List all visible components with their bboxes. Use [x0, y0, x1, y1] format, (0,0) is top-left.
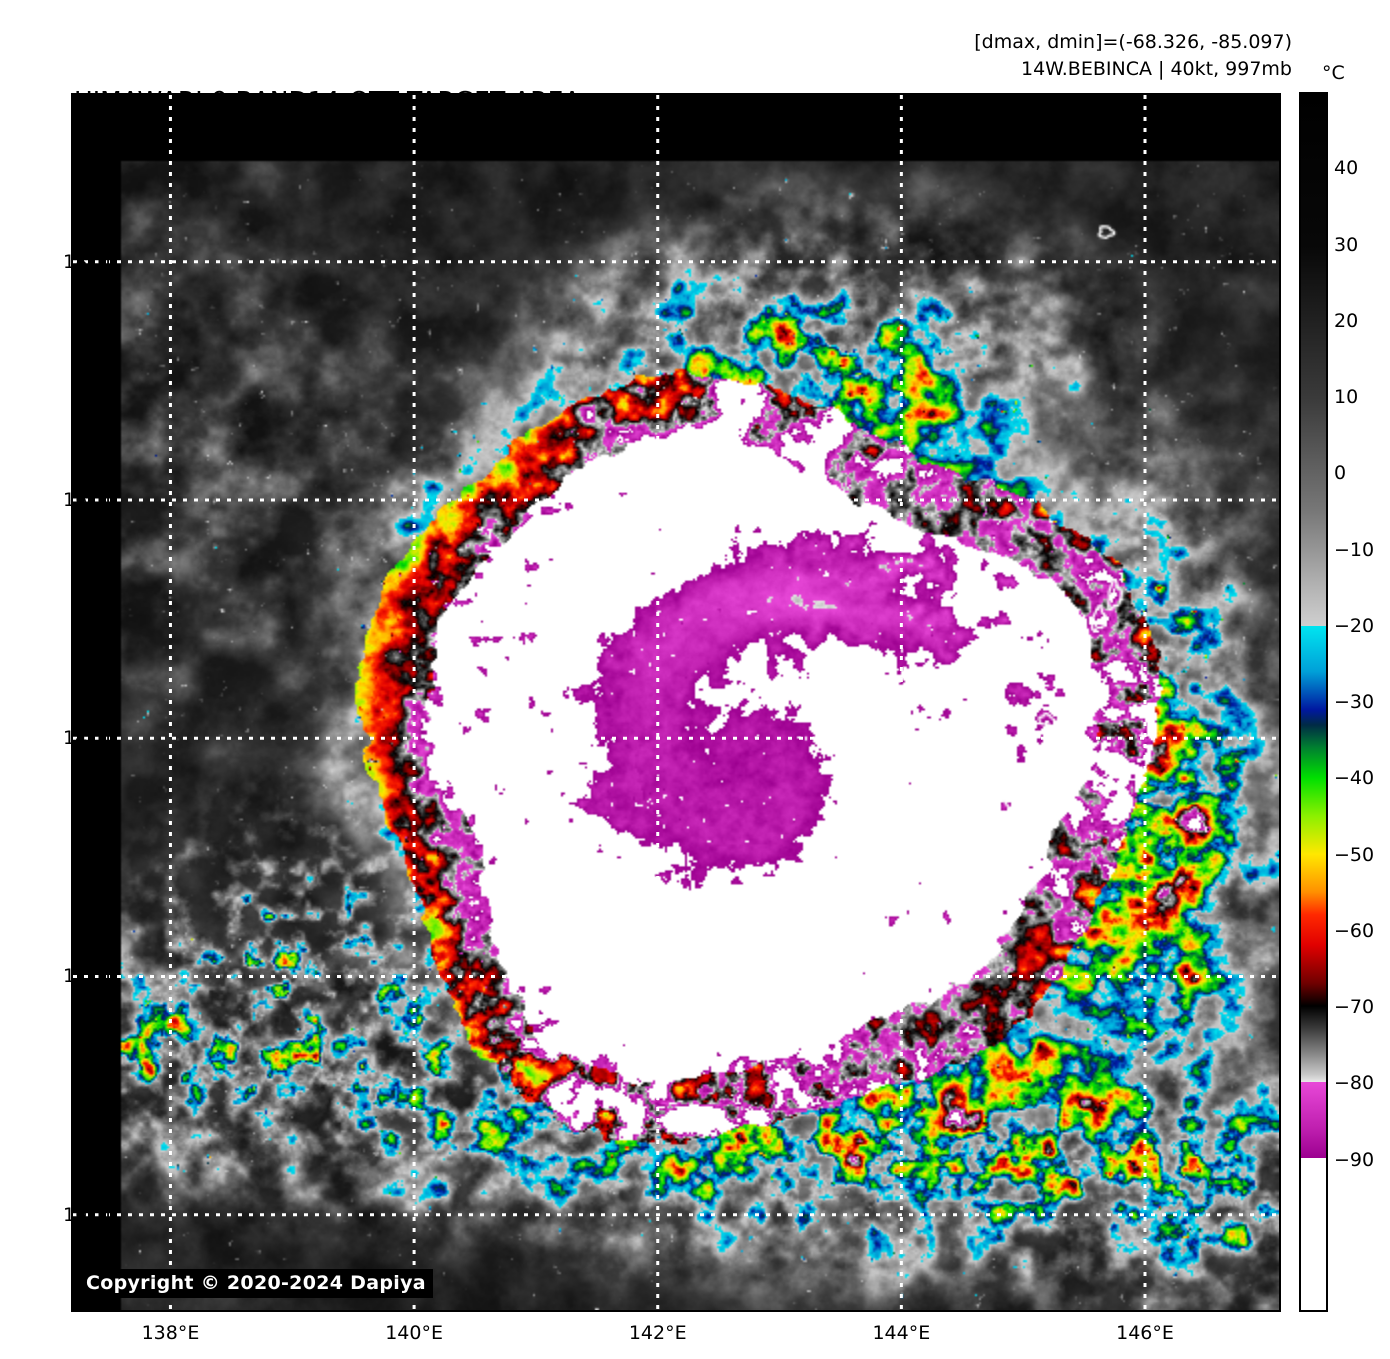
colorbar-tick-4: 0 [1334, 462, 1347, 485]
y-axis-tick-0: 18°N [63, 250, 111, 273]
copyright-watermark: Copyright © 2020-2024 Dapiya [79, 1269, 433, 1298]
x-axis-tick-3: 144°E [872, 1322, 931, 1344]
colorbar-tick-10: −60 [1334, 919, 1375, 942]
satellite-ir-imagery [73, 95, 1279, 1310]
colorbar-tick-8: −40 [1334, 767, 1375, 790]
y-axis-tick-1: 16°N [63, 489, 111, 511]
colorbar-tick-0: 40 [1334, 157, 1359, 180]
dminmax-readout: [dmax, dmin]=(-68.326, -85.097) [974, 31, 1292, 53]
colorbar-tick-2: 20 [1334, 309, 1359, 332]
satellite-image-plot[interactable]: Copyright © 2020-2024 Dapiya [71, 93, 1281, 1312]
colorbar-tick-5: −10 [1334, 538, 1375, 561]
colorbar-tick-11: −70 [1334, 996, 1375, 1018]
x-axis-tick-1: 140°E [385, 1322, 443, 1344]
colorbar-tick-12: −80 [1334, 1072, 1375, 1095]
colorbar-tick-13: −90 [1334, 1148, 1375, 1171]
colorbar-tick-6: −20 [1334, 614, 1375, 637]
x-axis-tick-4: 146°E [1116, 1322, 1174, 1344]
colorbar-tick-3: 10 [1334, 386, 1359, 408]
x-axis-tick-0: 138°E [141, 1322, 200, 1344]
colorbar-tick-9: −50 [1334, 843, 1375, 866]
y-axis-tick-4: 10°N [63, 1203, 111, 1226]
temperature-colorbar[interactable] [1299, 92, 1328, 1312]
header-metadata-block: [dmax, dmin]=(-68.326, -85.097) 14W.BEBI… [974, 29, 1292, 83]
y-axis-tick-2: 14°N [63, 727, 111, 750]
y-axis-tick-3: 12°N [63, 965, 111, 988]
colorbar-tick-7: −30 [1334, 691, 1375, 713]
colorbar-units-label: °C [1322, 62, 1345, 84]
colorbar-tick-1: 30 [1334, 233, 1359, 256]
storm-identifier: 14W.BEBINCA | 40kt, 997mb [1020, 58, 1292, 80]
x-axis-tick-2: 142°E [628, 1322, 687, 1344]
colorbar-gradient [1301, 94, 1326, 1310]
